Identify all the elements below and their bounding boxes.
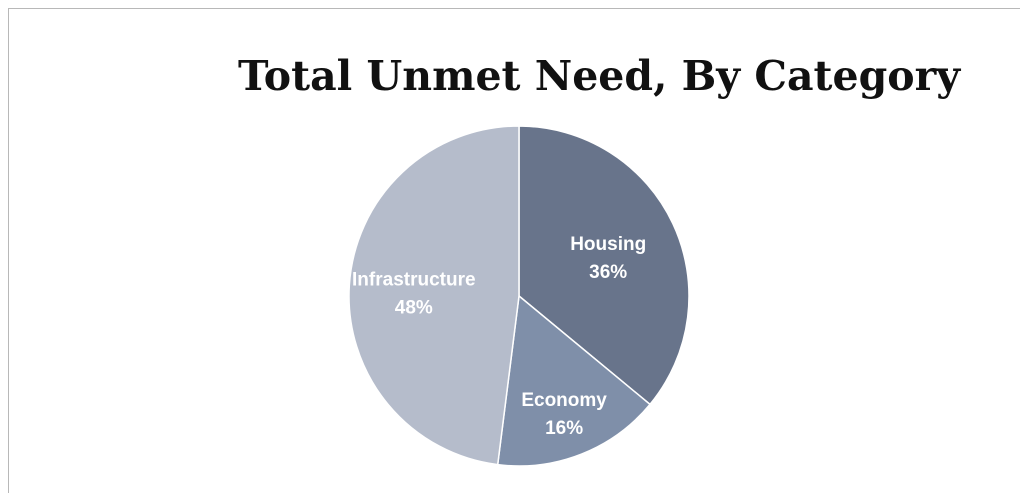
slice-label-infrastructure: Infrastructure bbox=[352, 269, 476, 290]
slice-value-infrastructure: 48% bbox=[395, 297, 433, 318]
pie-slice-infrastructure bbox=[348, 125, 520, 466]
chart-title: Total Unmet Need, By Category bbox=[238, 52, 961, 100]
slice-value-housing: 36% bbox=[589, 262, 627, 283]
slice-value-economy: 16% bbox=[545, 418, 583, 439]
pie-slice-economy bbox=[496, 294, 652, 467]
slice-label-housing: Housing bbox=[570, 234, 646, 255]
slice-label-economy: Economy bbox=[521, 390, 607, 411]
pie-slice-housing bbox=[518, 125, 690, 406]
